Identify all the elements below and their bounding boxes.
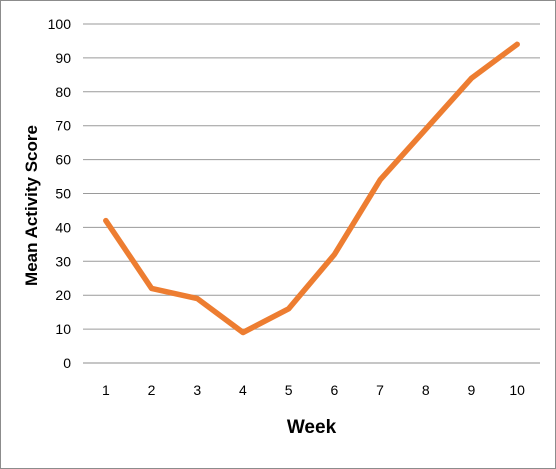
x-tick-label: 5 bbox=[285, 382, 293, 398]
y-tick-label: 80 bbox=[55, 84, 71, 100]
y-tick-label: 60 bbox=[55, 152, 71, 168]
y-tick-label: 100 bbox=[48, 16, 72, 32]
series-line bbox=[103, 41, 520, 336]
x-tick-label: 6 bbox=[330, 382, 338, 398]
y-tick-label: 50 bbox=[55, 186, 71, 202]
y-tick-label: 0 bbox=[63, 355, 71, 371]
x-tick-label: 8 bbox=[422, 382, 430, 398]
x-tick-label: 2 bbox=[148, 382, 156, 398]
x-tick-label: 9 bbox=[468, 382, 476, 398]
x-tick-label: 10 bbox=[509, 382, 525, 398]
y-tick-label: 10 bbox=[55, 321, 71, 337]
x-axis-label: Week bbox=[287, 417, 337, 438]
y-tick-label: 30 bbox=[55, 253, 71, 269]
y-tick-label: 20 bbox=[55, 287, 71, 303]
x-tick-label: 4 bbox=[239, 382, 247, 398]
y-axis-label: Mean Activity Score bbox=[22, 125, 41, 286]
gridlines bbox=[83, 23, 540, 330]
x-tick-label: 1 bbox=[102, 382, 110, 398]
x-tick-label: 3 bbox=[193, 382, 201, 398]
x-axis-ticks: 1 2 3 4 5 6 7 8 9 10 bbox=[102, 382, 525, 398]
y-tick-label: 90 bbox=[55, 50, 71, 66]
y-tick-label: 70 bbox=[55, 118, 71, 134]
series-group bbox=[103, 41, 520, 336]
y-tick-label: 40 bbox=[55, 219, 71, 235]
x-tick-label: 7 bbox=[376, 382, 384, 398]
y-axis-ticks: 0 10 20 30 40 50 60 70 80 90 100 bbox=[48, 16, 72, 371]
